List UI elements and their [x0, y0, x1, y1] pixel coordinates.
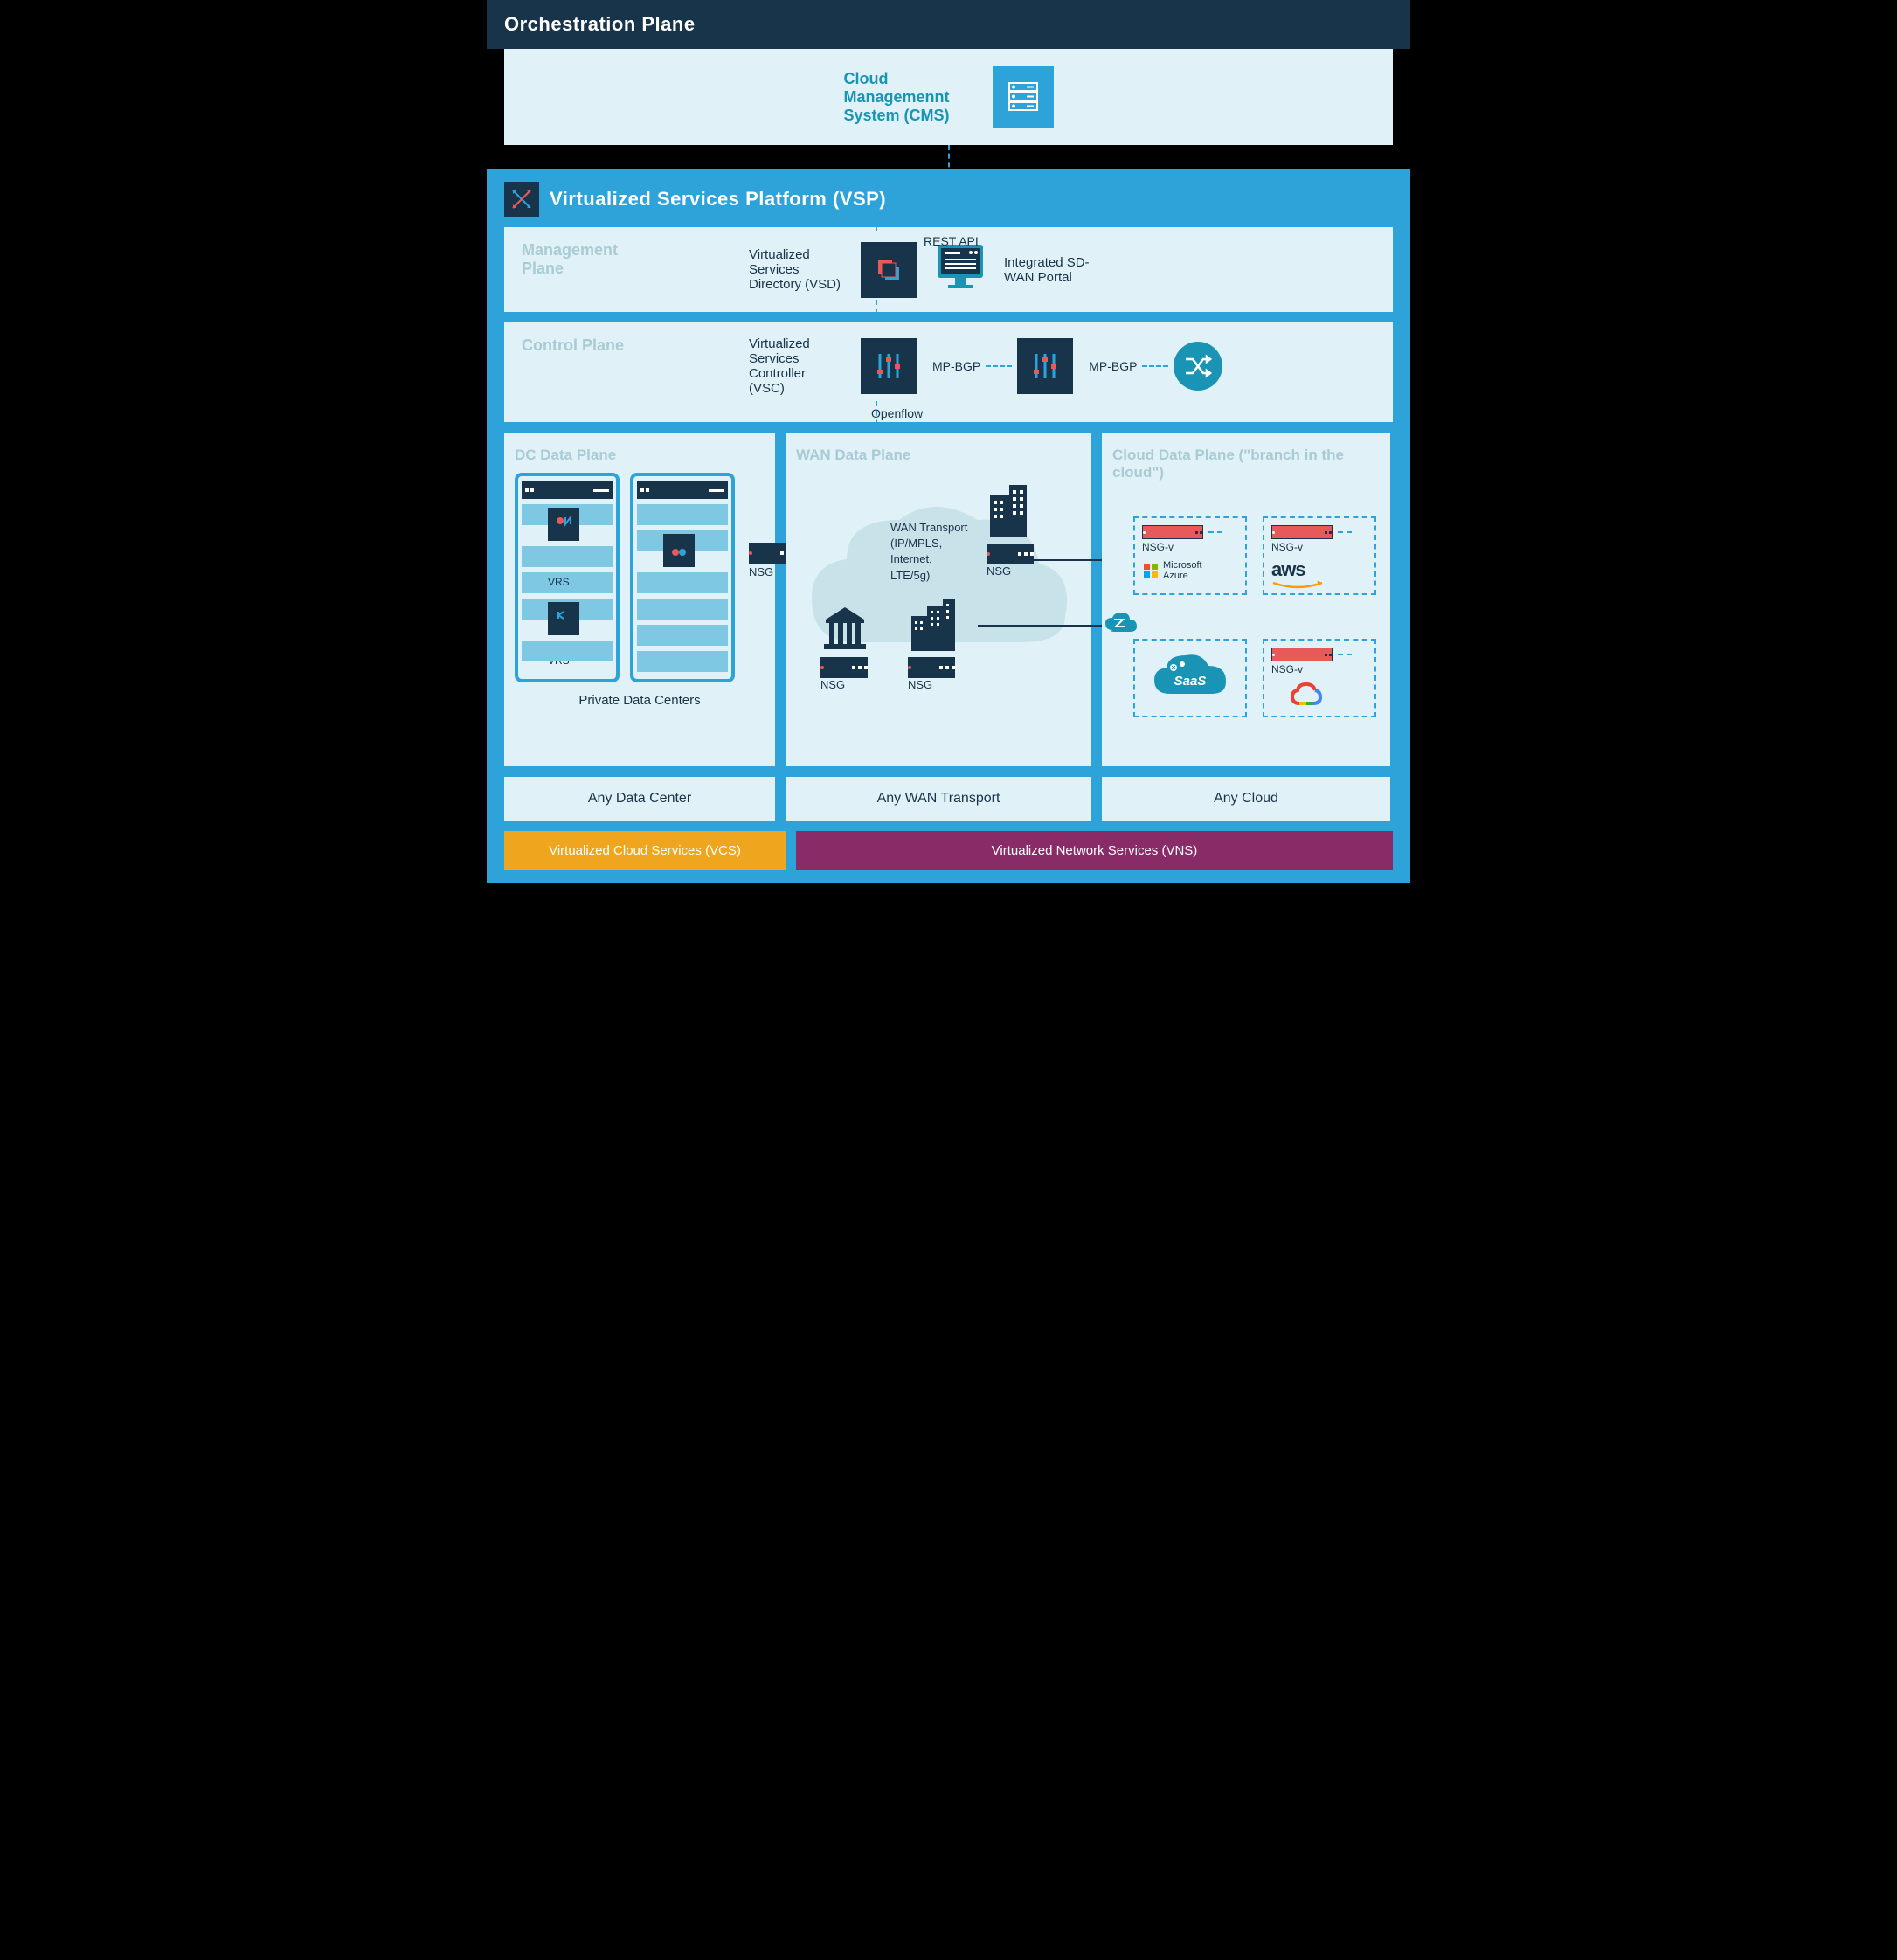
aws-box: NSG-v aws [1263, 516, 1376, 595]
vsp-icon [504, 182, 539, 217]
management-title: Management Plane [522, 241, 627, 278]
vsd-icon [861, 242, 917, 298]
nsgv-label: NSG-v [1271, 663, 1367, 675]
nsg-box-icon [908, 657, 955, 678]
connector-line [876, 401, 877, 434]
control-title: Control Plane [522, 336, 627, 355]
nsgv-box-icon [1142, 525, 1203, 539]
nsg-box-icon [987, 544, 1034, 564]
nsgv-label: NSG-v [1142, 541, 1238, 553]
security-cloud-icon [1105, 613, 1137, 640]
bottom-any-row: Any Data Center Any WAN Transport Any Cl… [504, 777, 1393, 821]
portal-monitor-icon [932, 241, 988, 298]
mpbgp-label-1: MP-BGP [932, 359, 980, 373]
connector-line [1098, 434, 1100, 474]
mpbgp-label-2: MP-BGP [1089, 359, 1137, 373]
orchestration-body: Cloud Managemennt System (CMS) [504, 49, 1393, 145]
govt-building-icon: NSG [820, 607, 869, 691]
azure-logo: MicrosoftAzure [1142, 560, 1238, 581]
nsgv-label: NSG-v [1271, 541, 1367, 553]
vrs-label-3: VRS [548, 576, 570, 588]
vsc-label: Virtualized Services Controller (VSC) [749, 336, 845, 396]
gcp-logo [1289, 681, 1367, 715]
data-planes-row: DC Data Plane VRS [504, 433, 1393, 766]
wan-transport-label: WAN Transport (IP/MPLS, Internet, LTE/5g… [890, 520, 969, 584]
any-dc-box: Any Data Center [504, 777, 775, 821]
control-plane: Control Plane Virtualized Services Contr… [504, 322, 1393, 422]
vcs-box: Virtualized Cloud Services (VCS) [504, 831, 786, 870]
wan-plane-title: WAN Data Plane [796, 447, 1081, 464]
vrs-icon [548, 602, 579, 635]
cms-server-icon [993, 66, 1054, 128]
vsc-sliders-icon [861, 338, 917, 394]
nsg-box-icon [820, 657, 868, 678]
nsg-label: NSG [908, 678, 957, 691]
vns-box: Virtualized Network Services (VNS) [796, 831, 1393, 870]
svg-text:SaaS: SaaS [1174, 674, 1207, 689]
dc-data-plane: DC Data Plane VRS [504, 433, 775, 766]
wan-data-plane: WAN Data Plane WAN Transport (IP/MPLS, I… [786, 433, 1091, 766]
diagram-root: Orchestration Plane Cloud Managemennt Sy… [487, 0, 1410, 883]
gcp-box: NSG-v [1263, 639, 1376, 717]
shuffle-router-icon [1174, 342, 1222, 391]
nsgv-box-icon [1271, 525, 1333, 539]
aws-logo: aws [1271, 558, 1367, 592]
vsd-label: Virtualized Services Directory (VSD) [749, 247, 845, 292]
nsgv-box-icon [1271, 648, 1333, 661]
cms-label: Cloud Managemennt System (CMS) [844, 70, 975, 125]
rest-api-label: REST API [924, 234, 979, 248]
saas-box: SaaS [1133, 639, 1247, 717]
connector-line [876, 211, 877, 231]
footer-services-row: Virtualized Cloud Services (VCS) Virtual… [504, 831, 1393, 870]
city-building-icon: NSG [908, 599, 957, 691]
nsg-label: NSG [820, 678, 869, 691]
nsg-label: NSG [987, 564, 1034, 578]
portal-label: Integrated SD-WAN Portal [1004, 255, 1109, 285]
connector-line [1021, 559, 1109, 561]
connector-line [948, 145, 950, 176]
rack-2: VRS [630, 473, 735, 682]
cloud-plane-title: Cloud Data Plane ("branch in the cloud") [1112, 447, 1380, 481]
azure-label: MicrosoftAzure [1163, 560, 1202, 581]
orchestration-title: Orchestration Plane [504, 13, 1393, 36]
vsp-header: Virtualized Services Platform (VSP) [504, 182, 1393, 217]
dc-plane-title: DC Data Plane [515, 447, 765, 464]
vsp-section: Virtualized Services Platform (VSP) Mana… [487, 169, 1410, 883]
connector-line [978, 625, 1109, 627]
office-building-icon: NSG [987, 485, 1034, 578]
azure-box: NSG-v MicrosoftAzure [1133, 516, 1247, 595]
any-wan-box: Any WAN Transport [786, 777, 1091, 821]
saas-cloud-icon: SaaS [1151, 650, 1229, 707]
connector-line [876, 300, 877, 324]
orchestration-plane-header: Orchestration Plane [487, 0, 1410, 49]
vsp-title: Virtualized Services Platform (VSP) [550, 188, 886, 211]
management-plane: Management Plane REST API Virtualized Se… [504, 227, 1393, 312]
openflow-label: Openflow [871, 406, 923, 420]
vrs-icon [548, 508, 579, 541]
vrs-icon [663, 534, 695, 567]
cloud-data-plane: Cloud Data Plane ("branch in the cloud")… [1102, 433, 1390, 766]
pdc-label: Private Data Centers [515, 693, 765, 708]
any-cloud-box: Any Cloud [1102, 777, 1390, 821]
vsc-sliders-icon-2 [1017, 338, 1073, 394]
